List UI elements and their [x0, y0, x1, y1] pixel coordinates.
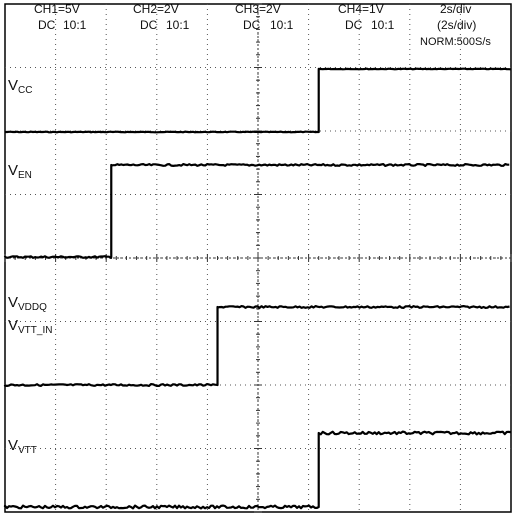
- ch1-probe: 10:1: [63, 18, 87, 32]
- trace-4: [3, 430, 511, 510]
- ch4-probe: 10:1: [371, 18, 395, 32]
- ch4-scale-label: CH4=1V: [338, 2, 384, 16]
- trace-label-vvtt: VVTT: [8, 437, 37, 456]
- trace-label-vvtt-in: VVTT_IN: [8, 317, 53, 336]
- ch2-probe: 10:1: [166, 18, 190, 32]
- trace-2: [3, 163, 510, 259]
- timebase-sub: (2s/div): [437, 18, 477, 32]
- trace-label-ven: VEN: [8, 162, 32, 181]
- ch3-coupling: DC: [243, 18, 261, 32]
- ch4-coupling: DC: [345, 18, 363, 32]
- trace-3: [3, 305, 510, 387]
- trace-label-vcc: VCC: [8, 77, 33, 96]
- acquisition-mode: NORM:500S/s: [420, 36, 491, 48]
- timebase-main: 2s/div: [440, 2, 472, 16]
- ch1-scale-label: CH1=5V: [34, 2, 80, 16]
- trace-label-vvddq: VVDDQ: [8, 294, 47, 313]
- ch2-scale-label: CH2=2V: [133, 2, 179, 16]
- ch1-coupling: DC: [38, 18, 56, 32]
- ch3-probe: 10:1: [270, 18, 294, 32]
- trace-1: [5, 67, 511, 134]
- ch2-coupling: DC: [140, 18, 158, 32]
